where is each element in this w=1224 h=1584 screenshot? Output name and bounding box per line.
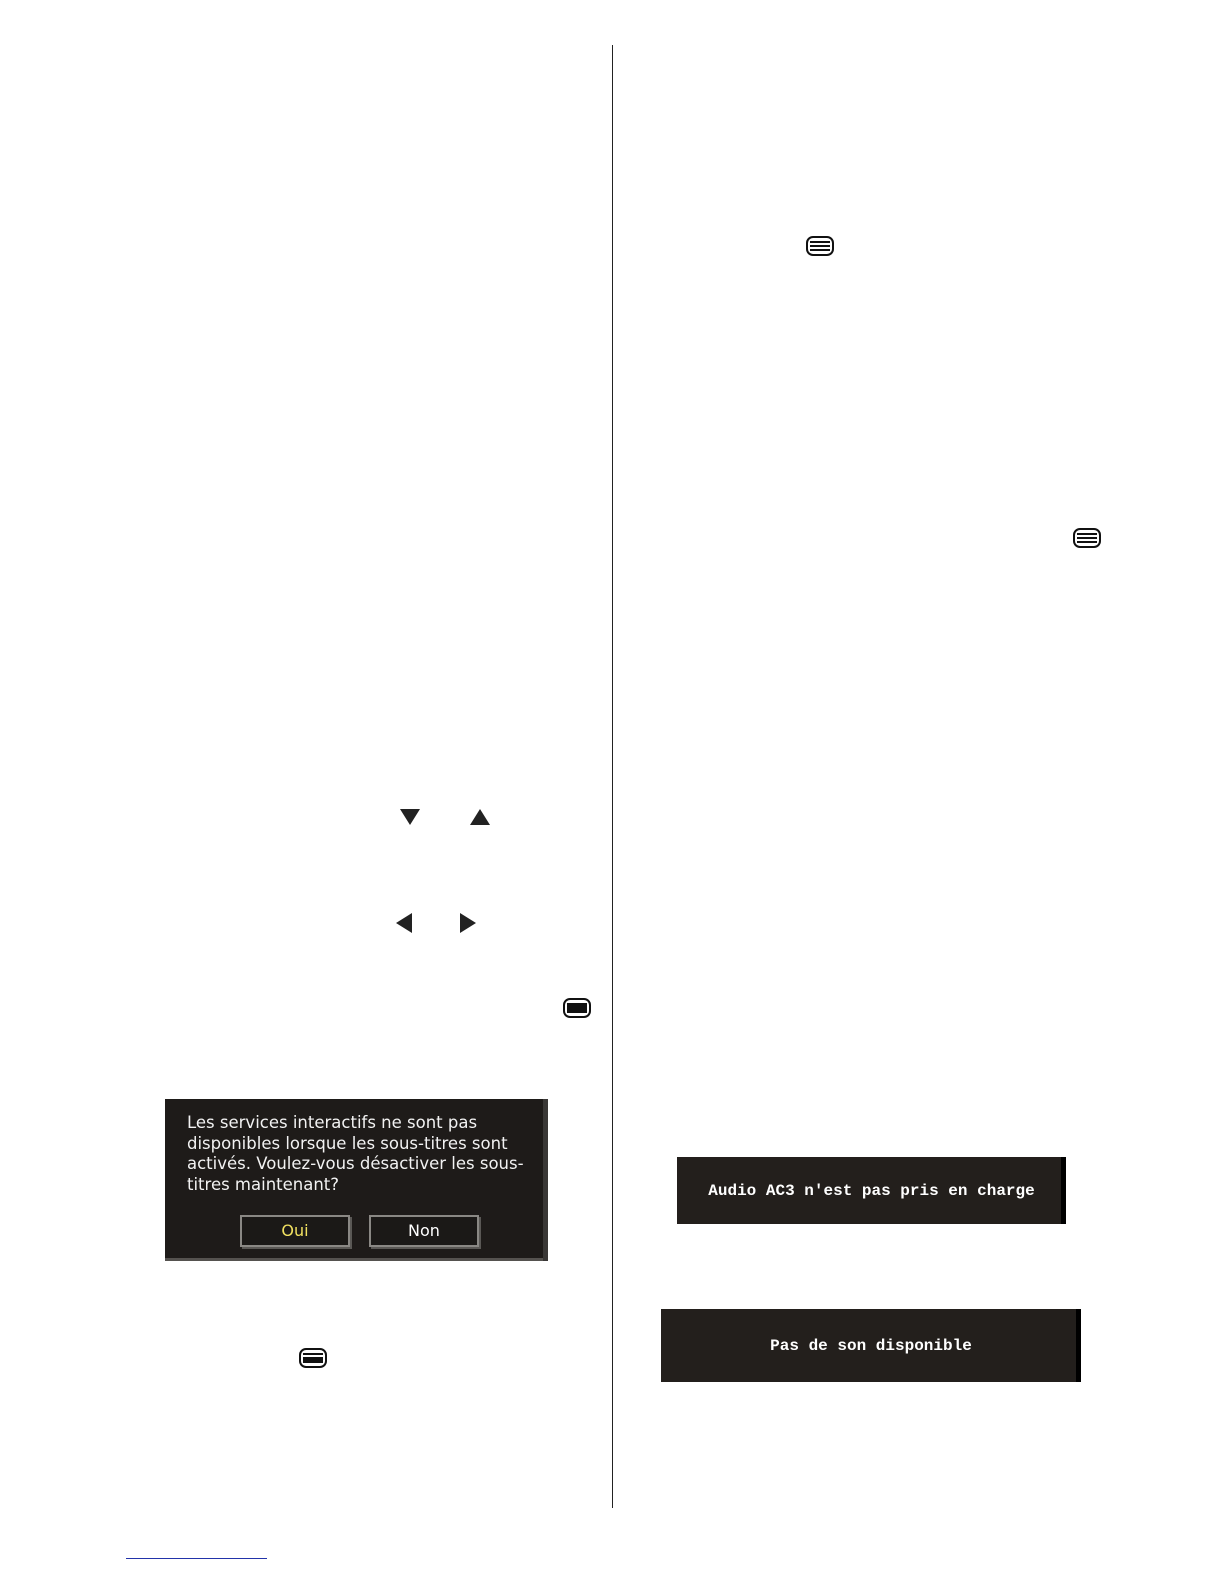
ac3-message: Audio AC3 n'est pas pris en charge <box>708 1181 1035 1200</box>
subtitle-dialog: Les services interactifs ne sont pas dis… <box>165 1099 548 1261</box>
no-audio-message: Pas de son disponible <box>770 1336 972 1355</box>
ac3-message-box: Audio AC3 n'est pas pris en charge <box>677 1157 1066 1224</box>
teletext-icon <box>299 1348 327 1368</box>
arrow-right-icon <box>460 913 476 933</box>
arrow-up-icon <box>470 809 490 825</box>
dialog-message: Les services interactifs ne sont pas dis… <box>187 1113 524 1194</box>
arrow-down-icon <box>400 809 420 825</box>
yes-button[interactable]: Oui <box>240 1215 350 1247</box>
footer-rule <box>126 1558 267 1559</box>
teletext-icon <box>563 998 591 1018</box>
column-divider <box>612 45 613 1508</box>
teletext-icon <box>1073 528 1101 548</box>
no-button[interactable]: Non <box>369 1215 479 1247</box>
teletext-icon <box>806 236 834 256</box>
arrow-left-icon <box>396 913 412 933</box>
no-audio-box: Pas de son disponible <box>661 1309 1081 1382</box>
